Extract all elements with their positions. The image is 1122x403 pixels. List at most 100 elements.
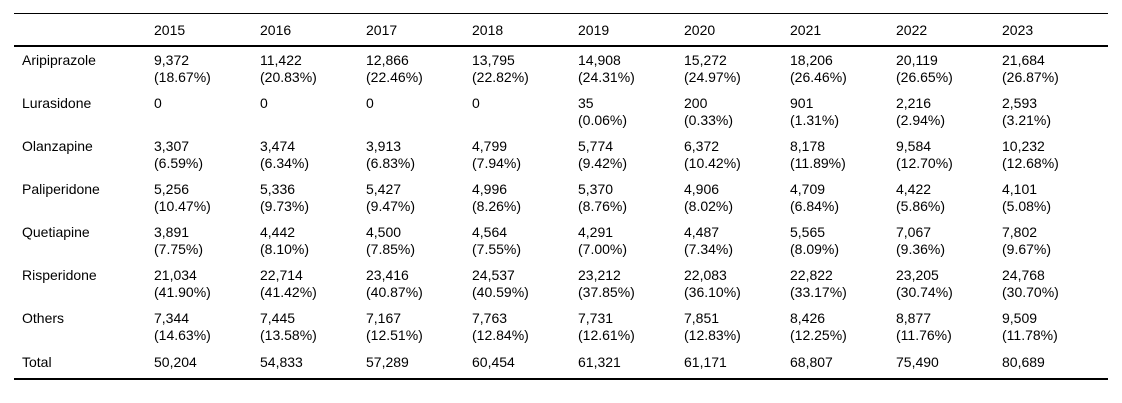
cell-count: 4,291 — [578, 224, 614, 240]
cell-percentage: (26.87%) — [1002, 68, 1059, 85]
data-cell: 3,913 (6.83%) — [366, 133, 472, 176]
data-cell: 61,321 — [578, 348, 684, 379]
cell-count: 11,422 — [260, 52, 302, 68]
data-cell: 54,833 — [260, 348, 366, 379]
cell-count: 0 — [366, 95, 374, 111]
cell-percentage: (12.51%) — [366, 326, 423, 343]
cell-percentage: (24.31%) — [578, 68, 635, 85]
cell-percentage: (10.42%) — [684, 154, 741, 171]
cell-percentage: (6.34%) — [260, 154, 310, 171]
cell-percentage: (36.10%) — [684, 283, 741, 300]
data-cell: 9,509 (11.78%) — [1002, 305, 1108, 348]
data-cell: 22,714 (41.42%) — [260, 262, 366, 305]
data-cell: 0 — [260, 90, 366, 133]
cell-count: 8,426 — [790, 310, 826, 326]
yearly-prescription-table: 2015 2016 2017 2018 2019 2020 2021 2022 2023 Ari… — [14, 13, 1108, 380]
cell-count: 23,212 — [578, 267, 621, 283]
cell-count: 5,565 — [790, 224, 826, 240]
data-cell: 22,822 (33.17%) — [790, 262, 896, 305]
table-row: Lurasidone 0 0 0 0 35 (0.06%) 200 (0.33%) 901 (1.3… — [14, 90, 1108, 133]
table-row: Total 50,204 54,833 57,289 60,454 61,321 61,17… — [14, 348, 1108, 379]
header-row: 2015 2016 2017 2018 2019 2020 2021 2022 2023 — [14, 13, 1108, 47]
data-cell: 10,232 (12.68%) — [1002, 133, 1108, 176]
corner-cell — [14, 13, 154, 47]
year-column-header: 2016 — [260, 13, 366, 47]
cell-percentage — [260, 112, 362, 129]
cell-count: 8,178 — [790, 138, 826, 154]
data-cell: 7,731 (12.61%) — [578, 305, 684, 348]
cell-percentage: (8.09%) — [790, 240, 840, 257]
cell-count: 7,763 — [472, 310, 508, 326]
data-cell: 4,101 (5.08%) — [1002, 176, 1108, 219]
cell-percentage: (1.31%) — [790, 111, 840, 128]
data-cell: 7,802 (9.67%) — [1002, 219, 1108, 262]
table-row: Others 7,344 (14.63%) 7,445 (13.58%) 7,167 (12… — [14, 305, 1108, 348]
data-cell: 18,206 (26.46%) — [790, 46, 896, 90]
cell-percentage: (8.76%) — [578, 197, 628, 214]
cell-count: 7,802 — [1002, 224, 1038, 240]
cell-percentage: (9.67%) — [1002, 240, 1052, 257]
cell-count: 3,307 — [154, 138, 190, 154]
data-cell: 4,564 (7.55%) — [472, 219, 578, 262]
data-cell: 9,584 (12.70%) — [896, 133, 1002, 176]
cell-percentage: (9.42%) — [578, 154, 628, 171]
data-cell: 7,763 (12.84%) — [472, 305, 578, 348]
cell-percentage: (14.63%) — [154, 326, 211, 343]
cell-count: 18,206 — [790, 52, 833, 68]
cell-count: 54,833 — [260, 354, 303, 370]
cell-count: 3,891 — [154, 224, 190, 240]
data-cell: 5,774 (9.42%) — [578, 133, 684, 176]
cell-count: 4,709 — [790, 181, 826, 197]
cell-count: 75,490 — [896, 354, 939, 370]
cell-percentage: (12.68%) — [1002, 154, 1059, 171]
table-row: Aripiprazole 9,372 (18.67%) 11,422 (20.83%) 1… — [14, 46, 1108, 90]
data-cell: 23,416 (40.87%) — [366, 262, 472, 305]
data-cell: 5,336 (9.73%) — [260, 176, 366, 219]
cell-count: 7,731 — [578, 310, 614, 326]
cell-count: 9,584 — [896, 138, 932, 154]
cell-percentage: (26.46%) — [790, 68, 847, 85]
data-cell: 13,795 (22.82%) — [472, 46, 578, 90]
data-cell: 4,422 (5.86%) — [896, 176, 1002, 219]
cell-count: 6,372 — [684, 138, 720, 154]
cell-percentage: (6.83%) — [366, 154, 416, 171]
cell-percentage: (41.42%) — [260, 283, 317, 300]
data-cell: 61,171 — [684, 348, 790, 379]
cell-count: 4,101 — [1002, 181, 1038, 197]
row-label: Paliperidone — [22, 181, 100, 197]
data-cell: 4,709 (6.84%) — [790, 176, 896, 219]
cell-count: 4,487 — [684, 224, 720, 240]
data-cell: 75,490 — [896, 348, 1002, 379]
data-cell: 0 — [366, 90, 472, 133]
cell-count: 9,372 — [154, 52, 190, 68]
cell-count: 12,866 — [366, 52, 409, 68]
data-cell: 5,565 (8.09%) — [790, 219, 896, 262]
cell-count: 5,256 — [154, 181, 190, 197]
cell-percentage: (7.00%) — [578, 240, 628, 257]
year-column-header: 2020 — [684, 13, 790, 47]
year-column-header: 2019 — [578, 13, 684, 47]
cell-percentage: (0.33%) — [684, 111, 734, 128]
cell-count: 5,774 — [578, 138, 614, 154]
cell-count: 22,083 — [684, 267, 727, 283]
data-cell: 11,422 (20.83%) — [260, 46, 366, 90]
cell-percentage: (9.73%) — [260, 197, 310, 214]
cell-count: 5,370 — [578, 181, 614, 197]
data-cell: 3,307 (6.59%) — [154, 133, 260, 176]
cell-percentage: (12.70%) — [896, 154, 953, 171]
data-cell: 7,445 (13.58%) — [260, 305, 366, 348]
cell-percentage: (33.17%) — [790, 283, 847, 300]
row-label: Risperidone — [22, 267, 97, 283]
cell-count: 3,913 — [366, 138, 402, 154]
cell-count: 5,427 — [366, 181, 402, 197]
cell-count: 24,768 — [1002, 267, 1045, 283]
cell-percentage: (0.06%) — [578, 111, 628, 128]
data-cell: 8,178 (11.89%) — [790, 133, 896, 176]
cell-count: 21,684 — [1002, 52, 1045, 68]
cell-count: 7,067 — [896, 224, 932, 240]
cell-percentage: (41.90%) — [154, 283, 211, 300]
data-cell: 7,067 (9.36%) — [896, 219, 1002, 262]
cell-count: 22,714 — [260, 267, 303, 283]
cell-count: 22,822 — [790, 267, 833, 283]
row-label: Olanzapine — [22, 138, 93, 154]
